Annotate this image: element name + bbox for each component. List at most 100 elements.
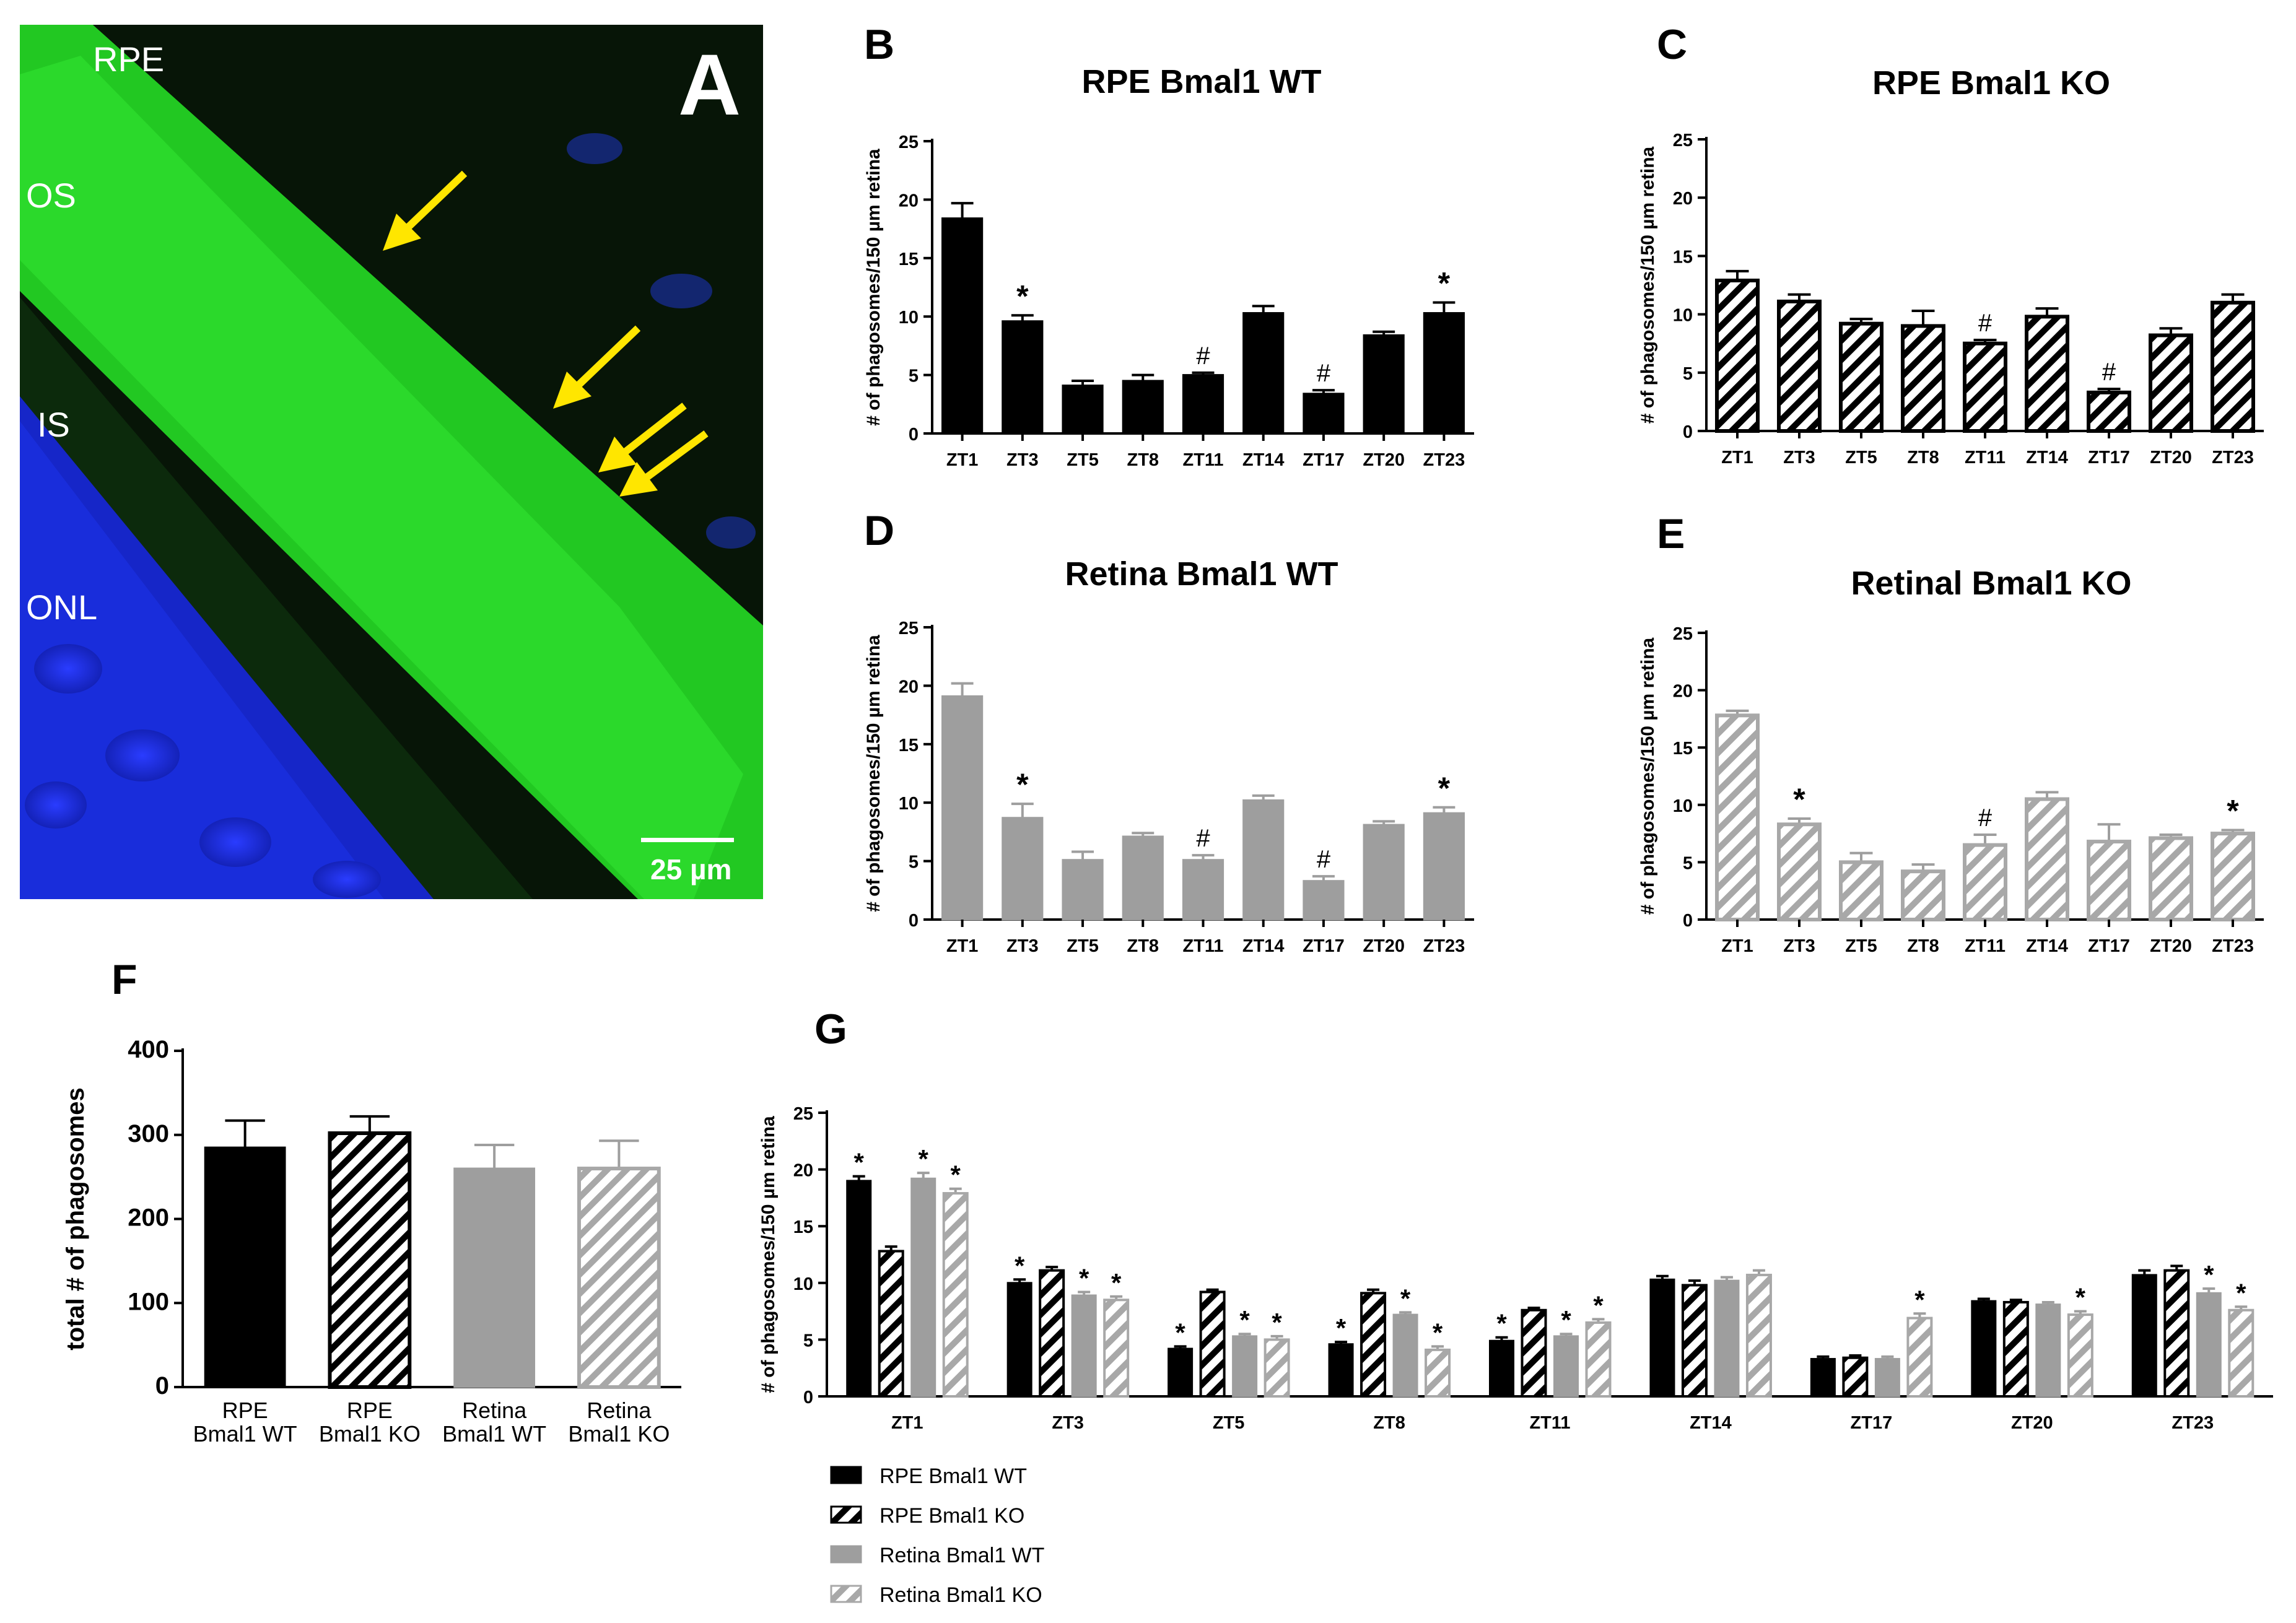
bar: [1264, 1338, 1290, 1398]
bar: [1006, 1282, 1032, 1398]
x-tick-label: ZT1: [946, 936, 979, 956]
bar: [2149, 836, 2193, 922]
y-tick-label: 25: [793, 1104, 813, 1124]
nucleus: [34, 644, 102, 694]
bar: [2025, 315, 2069, 433]
x-tick-label: ZT11: [1965, 448, 2006, 468]
bar: [2067, 1313, 2093, 1398]
significance-asterisk: *: [1015, 1251, 1025, 1280]
bar: [1777, 822, 1822, 922]
bar: [1777, 299, 1822, 433]
bar: [1839, 860, 1884, 922]
micrograph-layer-label: IS: [37, 405, 70, 444]
significance-asterisk: *: [2227, 794, 2239, 829]
x-tick-label: ZT14: [1242, 450, 1285, 470]
bar: [1392, 1313, 1418, 1398]
x-tick-label: ZT5: [1845, 448, 1877, 468]
bar: [1071, 1294, 1097, 1398]
bar: [1242, 799, 1285, 921]
bar: [2211, 832, 2255, 921]
bar: [1303, 880, 1345, 921]
x-tick-label: ZT8: [1907, 936, 1939, 956]
x-tick-label: ZT1: [1721, 448, 1753, 468]
significance-hash: #: [1978, 310, 1993, 337]
bar: [1715, 713, 1760, 921]
x-tick-label: ZT14: [1242, 936, 1285, 956]
y-tick-label: 10: [1673, 306, 1693, 326]
significance-hash: #: [1317, 846, 1331, 873]
bar: [1521, 1308, 1547, 1398]
x-tick-label: ZT23: [2212, 448, 2254, 468]
scale-bar-label: 25 µm: [650, 853, 731, 885]
y-tick-label: 20: [1673, 189, 1693, 209]
inner-segment-layer: [20, 297, 533, 899]
bar: [1681, 1284, 1708, 1398]
bar: [1182, 374, 1224, 435]
x-tick-label: ZT5: [1845, 936, 1877, 956]
onl-nuclear-layer-shade: [20, 421, 384, 899]
x-tick-label: ZT17: [1851, 1413, 1893, 1433]
y-tick-label: 100: [128, 1288, 169, 1315]
bar: [1363, 334, 1405, 435]
y-axis-label: # of phagosomes/150 µm retina: [1638, 637, 1658, 915]
bar: [1182, 859, 1224, 921]
nucleus: [105, 729, 180, 781]
yellow-arrow-icon: [619, 430, 709, 497]
y-axis-label: total # of phagosomes: [62, 1087, 89, 1351]
bar: [1963, 843, 2007, 921]
micrograph-panel-label: A: [678, 36, 741, 133]
x-tick-label: ZT14: [2026, 936, 2068, 956]
significance-asterisk: *: [1593, 1290, 1604, 1320]
significance-asterisk: *: [1175, 1318, 1185, 1347]
x-tick-label: ZT8: [1127, 936, 1159, 956]
x-tick-label: ZT23: [1423, 450, 1465, 470]
chart-title: RPE Bmal1 WT: [1081, 63, 1321, 100]
micrograph-layer-label: RPE: [93, 40, 164, 79]
bar: [2228, 1308, 2255, 1398]
bar: [1039, 1269, 1065, 1398]
legend-swatch: [830, 1466, 862, 1484]
x-tick-label: ZT17: [1303, 450, 1345, 470]
chart-title: RPE Bmal1 KO: [1872, 64, 2110, 102]
y-tick-label: 0: [909, 425, 919, 445]
x-tick-label: ZT11: [1529, 1413, 1570, 1433]
significance-hash: #: [2102, 359, 2116, 386]
bar: [1122, 835, 1164, 921]
micrograph-layer-label: ONL: [26, 588, 97, 627]
y-tick-label: 5: [1683, 364, 1693, 384]
x-tick-label: ZT14: [2026, 448, 2068, 468]
x-tick-label: ZT11: [1965, 936, 2006, 956]
y-tick-label: 5: [909, 853, 919, 872]
significance-hash: #: [1978, 804, 1993, 832]
bar: [878, 1250, 904, 1398]
bar: [1423, 812, 1465, 921]
bar: [941, 217, 984, 435]
significance-asterisk: *: [1438, 771, 1451, 806]
bar: [453, 1167, 536, 1388]
bar: [2087, 840, 2131, 921]
bar: [2149, 333, 2193, 433]
x-tick-label: ZT3: [1052, 1413, 1084, 1433]
x-tick-label: ZT11: [1182, 450, 1223, 470]
y-tick-label: 10: [1673, 796, 1693, 816]
bar: [1360, 1292, 1387, 1398]
bar: [941, 695, 984, 921]
micrograph-panel: RPE OS IS ONL A 25 µm: [20, 25, 763, 899]
y-tick-label: 15: [899, 736, 919, 755]
panel-label: D: [864, 507, 894, 554]
bar: [1901, 324, 1945, 433]
x-tick-label: RPE: [347, 1398, 393, 1423]
y-tick-label: 25: [1673, 624, 1693, 644]
y-tick-label: 25: [899, 133, 919, 152]
x-tick-label: Bmal1 WT: [442, 1421, 546, 1447]
y-tick-label: 15: [1673, 739, 1693, 759]
x-tick-label: ZT3: [1006, 450, 1039, 470]
bar: [910, 1177, 936, 1398]
x-tick-label: ZT5: [1213, 1413, 1245, 1433]
significance-hash: #: [1196, 342, 1210, 370]
y-axis-label: # of phagosomes/150 µm retina: [758, 1116, 779, 1393]
bar: [1168, 1347, 1194, 1398]
x-tick-label: ZT20: [2011, 1413, 2053, 1433]
y-tick-label: 5: [803, 1331, 813, 1351]
